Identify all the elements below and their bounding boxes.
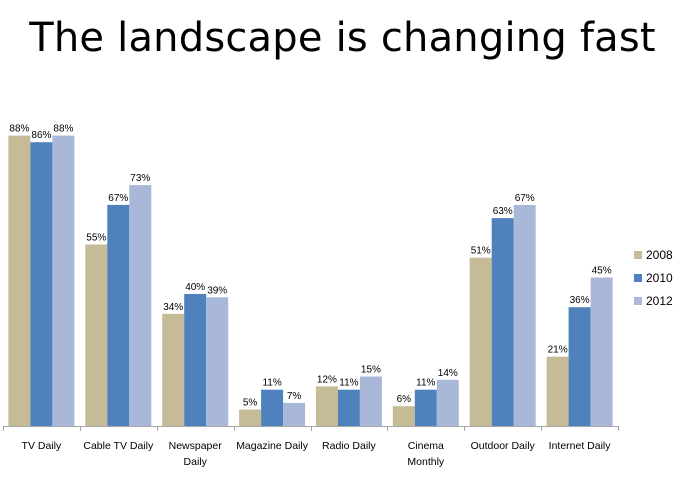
data-label-2008-5: 6%: [397, 394, 412, 405]
data-label-2012-7: 45%: [592, 266, 612, 277]
bar-2012-5: [436, 379, 459, 426]
bar-2008-7: [546, 356, 569, 426]
category-label: Outdoor Daily: [471, 440, 536, 452]
data-label-2012-1: 73%: [130, 173, 150, 184]
legend-label-2008: 2008: [646, 248, 673, 262]
bar-2012-7: [590, 277, 613, 426]
data-label-2012-2: 39%: [207, 285, 227, 296]
slide-title: The landscape is changing fast: [29, 15, 656, 61]
legend: 2008 2010 2012: [634, 248, 673, 308]
bar-2008-1: [85, 244, 108, 426]
bar-2012-1: [129, 185, 152, 426]
data-label-2010-6: 63%: [493, 206, 513, 217]
bar-2008-6: [469, 257, 492, 426]
category-label: Daily: [184, 456, 208, 468]
bar-2008-4: [315, 386, 338, 426]
legend-swatch-2012: [634, 297, 642, 305]
data-label-2010-4: 11%: [339, 378, 358, 389]
bar-2010-4: [337, 389, 360, 426]
legend-label-2012: 2012: [646, 294, 673, 308]
bar-2010-0: [30, 142, 53, 426]
data-label-2008-1: 55%: [86, 233, 106, 244]
bar-2008-3: [239, 409, 262, 426]
bar-2010-2: [184, 294, 207, 426]
bar-2012-6: [513, 204, 536, 426]
category-label: Cinema: [408, 440, 444, 452]
data-label-2010-7: 36%: [570, 295, 590, 306]
legend-label-2010: 2010: [646, 271, 673, 285]
data-label-2010-3: 11%: [262, 378, 281, 389]
bar-2010-3: [261, 389, 284, 426]
data-label-2012-3: 7%: [287, 391, 302, 402]
category-label: TV Daily: [22, 440, 62, 452]
data-label-2010-1: 67%: [108, 193, 128, 204]
data-label-2008-6: 51%: [471, 246, 491, 257]
category-label: Newspaper: [169, 440, 223, 452]
bar-2010-1: [107, 204, 130, 426]
bar-2008-2: [162, 313, 185, 426]
bar-2010-6: [491, 218, 514, 426]
data-label-2010-2: 40%: [185, 282, 205, 293]
category-label: Monthly: [407, 456, 445, 468]
data-label-2012-0: 88%: [53, 124, 73, 135]
category-label: Cable TV Daily: [83, 440, 154, 452]
data-label-2008-2: 34%: [163, 302, 183, 313]
data-label-2008-3: 5%: [243, 398, 258, 409]
data-label-2010-5: 11%: [416, 378, 435, 389]
bar-2012-3: [283, 402, 306, 426]
legend-swatch-2010: [634, 274, 642, 282]
bar-2008-0: [8, 135, 31, 426]
bar-2012-2: [206, 297, 229, 426]
data-label-2008-4: 12%: [317, 374, 337, 385]
data-label-2008-0: 88%: [9, 124, 29, 135]
data-label-2010-0: 86%: [31, 130, 51, 141]
bar-2012-0: [52, 135, 75, 426]
category-label: Internet Daily: [549, 440, 612, 452]
data-label-2008-7: 21%: [548, 345, 568, 356]
category-label: Magazine Daily: [236, 440, 309, 452]
data-label-2012-4: 15%: [361, 365, 381, 376]
bar-2012-4: [359, 376, 382, 426]
data-label-2012-5: 14%: [438, 368, 458, 379]
category-label: Radio Daily: [322, 440, 376, 452]
bar-2010-7: [568, 307, 591, 426]
data-label-2012-6: 67%: [515, 193, 535, 204]
bar-2008-5: [392, 406, 415, 426]
legend-swatch-2008: [634, 251, 642, 259]
bar-2010-5: [414, 389, 437, 426]
